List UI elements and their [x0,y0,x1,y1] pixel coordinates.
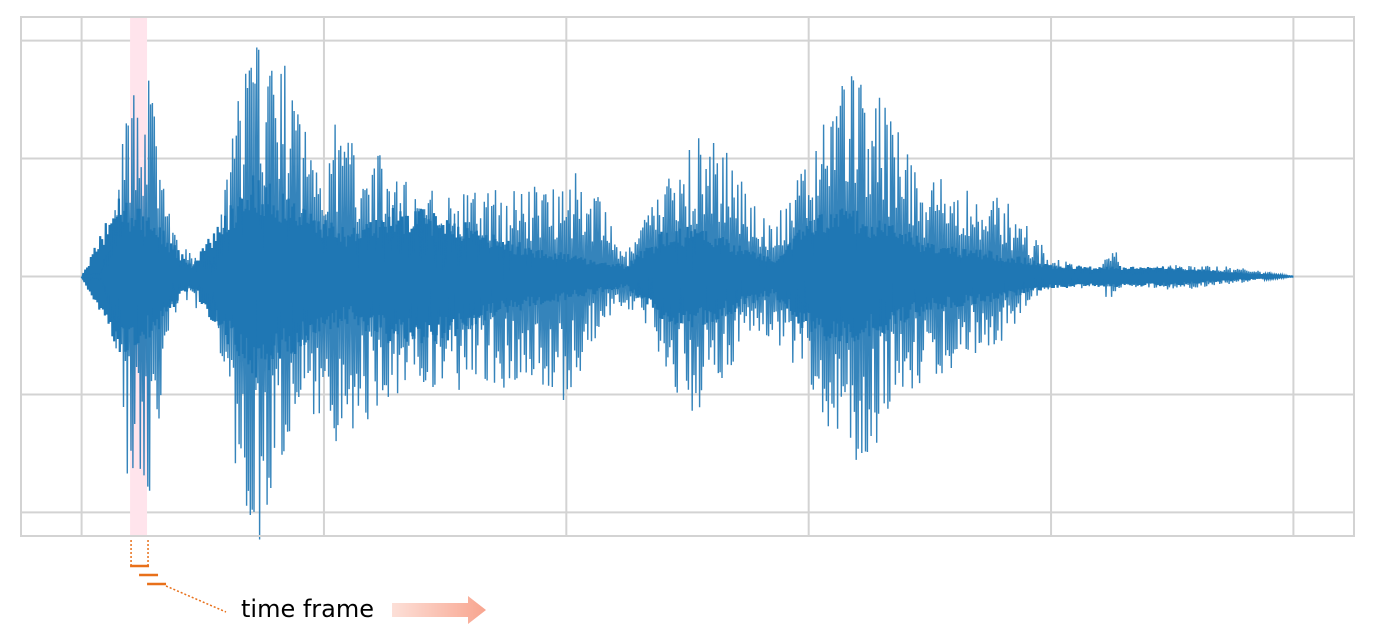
waveform [80,47,1294,540]
time-frame-annotation: time frame [130,540,486,624]
time-frame-label: time frame [241,595,374,623]
time-direction-arrow [392,596,486,624]
leader-line [165,585,227,613]
waveform-line [81,47,1294,540]
frame-bracket [130,540,149,566]
plot-frame [20,16,1355,537]
